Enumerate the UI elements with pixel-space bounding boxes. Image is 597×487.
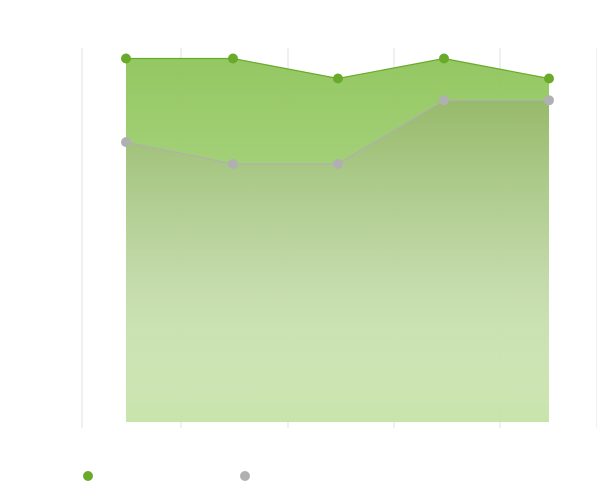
series-2-point-2 [228, 158, 238, 169]
series-1-point-4 [439, 53, 449, 64]
series-1-point-5 [544, 73, 554, 84]
series-1-point-3 [333, 73, 343, 84]
series-2-point-3 [333, 158, 343, 169]
legend-marker-series-2 [240, 471, 250, 481]
legend-marker-series-1 [83, 471, 93, 481]
legend [83, 471, 250, 481]
series-areas [126, 58, 549, 423]
series-2-point-1 [121, 137, 131, 148]
series-2-area [126, 100, 549, 423]
series-1-point-2 [228, 53, 238, 64]
series-points [121, 53, 554, 169]
series-2-point-4 [439, 95, 449, 106]
series-2-point-5 [544, 95, 554, 106]
series-1-point-1 [121, 53, 131, 64]
